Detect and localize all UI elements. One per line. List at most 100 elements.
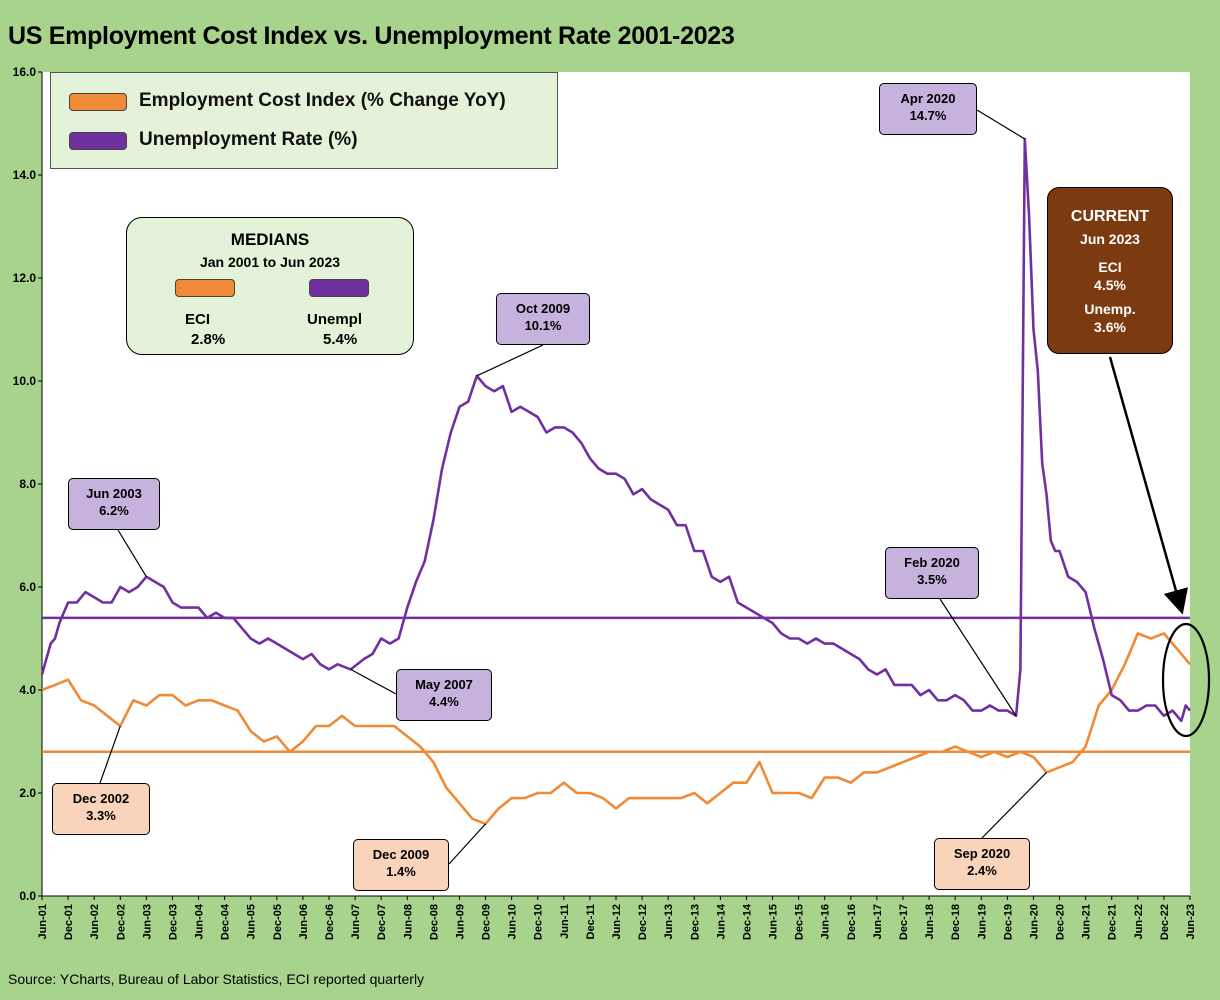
y-tick-label: 10.0 [13,374,37,388]
x-tick-label: Dec-06 [324,904,336,940]
current-unemployment-value: 3.6% [1094,319,1126,335]
x-tick-label: Dec-10 [533,904,545,940]
legend: Employment Cost Index (% Change YoY) Une… [50,72,558,169]
x-tick-label: Jun-01 [37,904,49,939]
callout-value: 4.4% [429,694,459,709]
x-tick-label: Dec-22 [1159,904,1171,940]
medians-eci-label: ECI [185,311,211,328]
x-tick-label: Jun-13 [663,904,675,939]
leader-feb-2020 [939,598,1017,717]
x-tick-label: Jun-03 [141,904,153,939]
callout-leader-lines [99,109,1211,865]
x-tick-label: Dec-01 [63,904,75,940]
current-eci-label: ECI [1098,259,1122,275]
callout-oct-2009: Oct 2009 10.1% [496,293,590,345]
x-tick-label: Jun-20 [1028,904,1040,939]
callout-value: 2.4% [967,863,997,878]
x-tick-label: Jun-23 [1185,904,1197,939]
callout-value: 10.1% [524,318,562,333]
callout-apr-2020: Apr 2020 14.7% [879,83,977,135]
leader-apr-2020 [976,109,1026,140]
x-tick-label: Dec-07 [376,904,388,940]
medians-unemployment-value: 5.4% [323,331,358,348]
x-tick-label: Dec-15 [794,904,806,940]
x-tick-label: Jun-18 [924,904,936,939]
series-line-unemployment [40,137,1191,723]
callout-sep-2020: Sep 2020 2.4% [934,838,1030,890]
x-tick-label: Jun-11 [559,904,571,939]
x-tick-label: Dec-13 [689,904,701,940]
x-tick-label: Jun-10 [507,904,519,939]
medians-subtitle: Jan 2001 to Jun 2023 [199,254,341,270]
x-tick-label: Dec-19 [1002,904,1014,940]
callout-feb-2020: Feb 2020 3.5% [885,547,979,599]
y-tick-label: 8.0 [19,477,36,491]
current-date: Jun 2023 [1080,231,1140,247]
medians-swatch-unemployment [309,279,369,297]
callout-value: 3.3% [86,808,116,823]
x-tick-label: Dec-14 [741,903,753,940]
x-tick-label: Jun-04 [194,903,206,939]
x-tick-label: Jun-22 [1133,904,1145,939]
callout-value: 3.5% [917,572,947,587]
callout-value: 1.4% [386,864,416,879]
callout-date: Apr 2020 [900,91,956,106]
callout-jun-2003: Jun 2003 6.2% [68,478,160,530]
series-line-eci [41,632,1191,826]
x-tick-label: Dec-12 [637,904,649,940]
x-tick-label: Jun-14 [715,903,727,939]
callout-dec-2002: Dec 2002 3.3% [52,783,150,835]
chart-title: US Employment Cost Index vs. Unemploymen… [8,22,735,50]
y-tick-label: 0.0 [19,889,36,903]
current-box: CURRENT Jun 2023 ECI 4.5% Unemp. 3.6% [1047,187,1173,354]
callout-date: Oct 2009 [515,301,571,316]
callout-date: Dec 2002 [72,791,130,806]
leader-dec-2009 [448,823,486,865]
leader-oct-2009 [476,344,544,377]
leader-jun-2003 [117,529,147,578]
callout-date: Sep 2020 [953,846,1011,861]
y-tick-label: 14.0 [13,168,37,182]
x-tick-label: Jun-17 [872,904,884,939]
current-title: CURRENT [1070,208,1150,225]
callout-dec-2009: Dec 2009 1.4% [353,839,449,891]
leader-sep-2020 [981,771,1047,839]
x-tick-label: Dec-18 [950,904,962,940]
legend-swatch-eci [69,93,127,111]
x-tick-label: Jun-06 [298,904,310,939]
x-tick-label: Jun-16 [820,904,832,939]
callout-value: 6.2% [99,503,129,518]
y-tick-label: 16.0 [13,65,37,79]
callout-date: Dec 2009 [372,847,430,862]
leader-dec-2002 [99,725,121,784]
x-tick-label: Dec-09 [481,904,493,940]
callout-date: Feb 2020 [904,555,960,570]
x-tick-label: Dec-02 [115,904,127,940]
x-tick-label: Dec-21 [1107,904,1119,940]
medians-unemployment-label: Unempl [307,311,363,328]
legend-swatch-unemployment [69,132,127,150]
x-tick-label: Jun-19 [976,904,988,939]
legend-label-eci: Employment Cost Index (% Change YoY) [139,90,506,111]
x-tick-label: Dec-05 [272,904,284,940]
x-tick-label: Jun-15 [768,904,780,939]
source-note: Source: YCharts, Bureau of Labor Statist… [8,971,425,987]
y-tick-labels: 0.0 2.0 4.0 6.0 8.0 10.0 12.0 14.0 16.0 [13,65,42,903]
series-layer [40,137,1191,826]
current-arrow [1108,356,1188,615]
x-tick-label: Jun-08 [402,904,414,939]
y-tick-label: 2.0 [19,786,36,800]
y-tick-label: 4.0 [19,683,36,697]
legend-label-unemployment: Unemployment Rate (%) [139,129,358,150]
callout-date: May 2007 [415,677,473,692]
callout-date: Jun 2003 [86,486,142,501]
x-tick-label: Dec-20 [1055,904,1067,940]
x-tick-label: Dec-08 [428,904,440,940]
callout-value: 14.7% [909,108,947,123]
x-tick-label: Jun-05 [246,904,258,939]
current-highlight-ellipse [1161,622,1211,738]
medians-eci-value: 2.8% [191,331,226,348]
x-tick-label: Jun-02 [89,904,101,939]
x-tick-labels: Jun-01 Dec-01 Jun-02 Dec-02 Jun-03 Dec-03 Jun-… [37,896,1197,940]
